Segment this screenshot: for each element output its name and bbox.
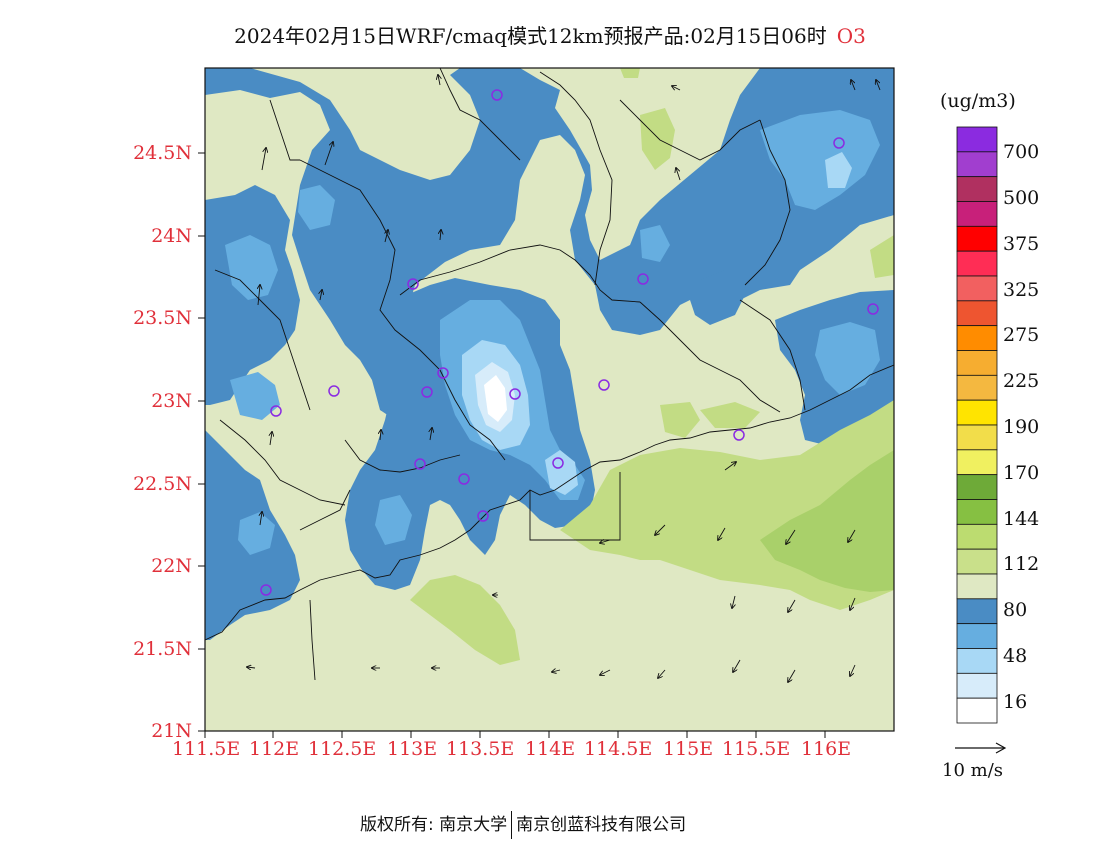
colorbar-label: 80 [1003,599,1028,621]
lat-tick-label: 22N [151,555,192,577]
colorbar-swatch [956,648,998,674]
lat-tick-label: 23N [151,390,192,412]
colorbar-label: 225 [1003,370,1040,392]
vector-legend-arrow [955,742,1007,754]
lat-tick-label: 21.5N [133,638,192,660]
footer-left: 版权所有: 南京大学 [360,815,508,835]
colorbar-unit: (ug/m3) [940,90,1016,112]
colorbar-swatch [956,325,998,351]
colorbar-label: 500 [1003,187,1040,209]
colorbar-label: 112 [1003,553,1040,575]
colorbar-swatch [956,474,998,500]
colorbar-label: 144 [1003,508,1040,530]
colorbar-swatch [956,449,998,476]
colorbar-swatch [956,548,998,575]
colorbar-swatch [956,300,998,327]
lon-tick-label: 112E [249,738,300,760]
lon-tick-label: 113E [387,738,438,760]
colorbar-swatch [956,598,998,625]
colorbar-label: 325 [1003,279,1040,301]
colorbar-swatch [956,523,998,550]
colorbar-swatch [956,225,998,252]
colorbar-label: 375 [1003,233,1040,255]
chart-title: 2024年02月15日WRF/cmaq模式12km预报产品:02月15日06时 O… [0,20,1100,49]
colorbar-label: 700 [1003,141,1040,163]
colorbar-swatch [956,201,998,227]
colorbar-swatch [956,176,998,202]
colorbar-label: 275 [1003,324,1040,346]
lon-tick-label: 113.5E [446,738,515,760]
title-text: 2024年02月15日WRF/cmaq模式12km预报产品:02月15日06时 [234,24,827,48]
colorbar-swatch [956,250,998,277]
admin-boundaries [205,68,894,681]
axis-ticks [198,152,826,738]
lat-tick-label: 23.5N [133,307,192,329]
colorbar-label: 170 [1003,462,1040,484]
colorbar-label: 48 [1003,645,1028,667]
colorbar [956,126,998,724]
lon-tick-label: 114.5E [584,738,653,760]
colorbar-swatch [956,399,998,426]
lat-tick-label: 24N [151,225,192,247]
colorbar-label: 16 [1003,691,1028,713]
lat-tick-label: 21N [151,720,192,742]
footer-separator [511,811,513,839]
lon-tick-label: 116E [801,738,852,760]
colorbar-swatch [956,499,998,525]
lon-tick-label: 114E [525,738,576,760]
colorbar-swatch [956,697,998,724]
colorbar-swatch [956,573,998,600]
vector-legend-label: 10 m/s [942,760,1003,781]
colorbar-swatch [956,424,998,451]
lat-tick-label: 24.5N [133,142,192,164]
footer-right: 南京创蓝科技有限公司 [516,815,687,835]
lat-tick-label: 22.5N [133,473,192,495]
lon-tick-label: 115E [663,738,714,760]
copyright-footer: 版权所有: 南京大学 南京创蓝科技有限公司 [360,810,686,839]
colorbar-swatch [956,151,998,178]
colorbar-swatch [956,672,998,699]
colorbar-swatch [956,623,998,649]
lon-tick-label: 111.5E [172,738,241,760]
colorbar-swatch [956,374,998,401]
lon-tick-label: 115.5E [722,738,791,760]
monitoring-sites [260,89,879,596]
colorbar-swatch [956,275,998,302]
wind-vectors [247,75,881,682]
colorbar-swatch [956,126,998,153]
lon-tick-label: 112.5E [308,738,377,760]
colorbar-swatch [956,350,998,376]
colorbar-label: 190 [1003,416,1040,438]
species-label: O3 [836,24,866,48]
o3-concentration-field [205,68,894,731]
